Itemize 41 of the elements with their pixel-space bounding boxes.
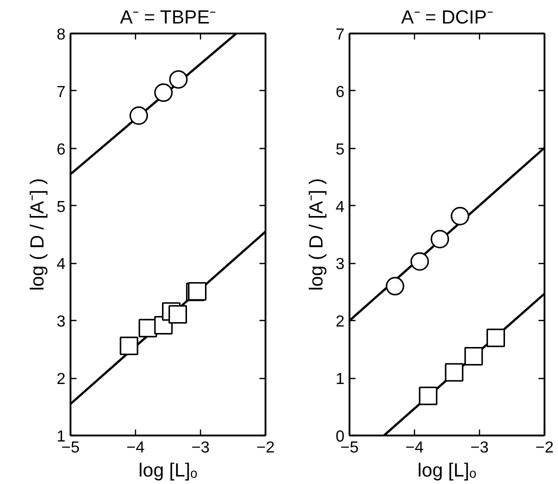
y-tick-label: 6 [336,84,345,101]
y-tick-label: 5 [336,141,345,158]
point [464,347,483,366]
y-tick-label: 3 [336,256,345,274]
point [120,336,138,356]
y-tick-label: 3 [56,314,66,331]
y-tick-label: 1 [56,428,66,446]
x-tick-label: −2 [256,440,275,456]
y-tick-label: 4 [56,256,66,274]
y-tick-label: 1 [336,371,345,388]
y-tick-label: 7 [336,26,345,44]
point [430,230,450,248]
y-tick-label: 6 [56,141,66,158]
point [450,206,470,226]
point [418,386,438,406]
y-tick-label: 4 [336,198,345,216]
y-tick-label: 5 [56,198,66,216]
point [130,106,148,125]
point [410,252,429,271]
x-tick-label: −3 [191,440,210,456]
x-axis-title: log [L]ₒ [138,460,198,482]
x-tick-label: −2 [535,440,554,456]
x-tick-label: −4 [405,440,424,456]
x-tick-label: −4 [126,440,145,456]
y-axis-title: log ( D / [A⁻] ) [306,178,328,291]
y-tick-label: 2 [56,371,66,388]
x-axis-title: log [L]ₒ [418,460,476,482]
x-tick-label: −3 [470,440,489,456]
y-tick-label: 8 [56,26,66,44]
point [486,328,505,348]
y-tick-label: 2 [336,314,345,331]
y-axis-title: log ( D / [A⁻] ) [28,178,49,291]
y-tick-label: 0 [336,428,345,446]
point [386,276,404,296]
y-tick-label: 7 [56,84,66,101]
chart-title: A⁻ = DCIP⁻ [401,8,493,28]
point [154,83,173,102]
chart-title: A⁻ = TBPE⁻ [120,8,216,28]
point [444,363,464,382]
point [169,70,188,89]
point [168,305,187,324]
